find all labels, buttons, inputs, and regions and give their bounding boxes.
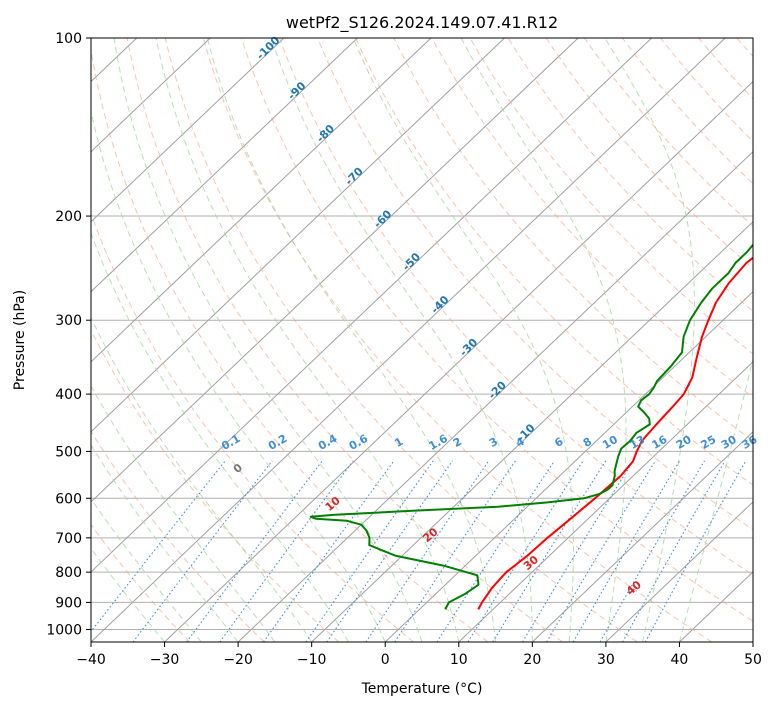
mixing-ratio-line — [622, 460, 726, 642]
series-layer — [309, 243, 753, 610]
x-tick-label: −10 — [297, 652, 327, 668]
mixing-ratio-line — [394, 460, 516, 642]
mixing-ratio-line — [599, 460, 705, 642]
dry-adiabat-line — [355, 38, 753, 486]
y-tick-label: 600 — [55, 491, 82, 507]
grid-layer — [91, 38, 753, 642]
moist-adiabat-line — [91, 384, 276, 642]
moist-adiabat-line — [206, 38, 497, 642]
dry-adiabat-line — [91, 212, 414, 642]
mixing-ratio-line — [326, 460, 454, 642]
mixing-ratio-line — [522, 460, 634, 642]
x-tick-label: −30 — [150, 652, 180, 668]
chart-title: wetPf2_S126.2024.149.07.41.R12 — [286, 13, 558, 33]
isotherm-line — [91, 38, 726, 642]
temperature-profile-line — [477, 256, 753, 610]
moist-adiabat-line — [270, 38, 533, 642]
dry-adiabat-line — [91, 523, 191, 642]
moist-adiabat-line — [91, 444, 239, 642]
isotherm-line — [605, 501, 753, 642]
y-tick-label: 700 — [55, 531, 82, 547]
isotherm-line — [91, 38, 579, 503]
y-axis: 100 200 300 400 500 600 700 800 900 1000 — [46, 31, 91, 638]
y-tick-label: 300 — [55, 313, 82, 329]
mixing-ratio-line — [305, 460, 434, 642]
dry-adiabat-line — [202, 38, 713, 642]
mixing-ratio-line — [219, 460, 354, 642]
y-axis-title: Pressure (hPa) — [12, 290, 28, 390]
mixing-ratio-line — [365, 460, 490, 642]
y-tick-label: 800 — [55, 565, 82, 581]
x-tick-label: 30 — [597, 652, 615, 668]
isotherm-line — [311, 220, 753, 642]
x-tick-label: 20 — [523, 652, 541, 668]
x-tick-label: −40 — [76, 652, 106, 668]
y-tick-label: 900 — [55, 595, 82, 611]
dry-adiabat-line — [317, 38, 753, 531]
dry-adiabat-line — [660, 38, 753, 143]
moist-adiabat-line — [460, 38, 627, 642]
mixing-ratio-line — [546, 460, 656, 642]
y-tick-label: 200 — [55, 209, 82, 225]
isotherm-line — [531, 431, 753, 642]
moist-adiabat-line — [91, 109, 386, 642]
moist-adiabat-line — [91, 547, 165, 642]
y-tick-label: 1000 — [46, 622, 82, 638]
x-tick-label: −20 — [223, 652, 253, 668]
moist-adiabat-line — [604, 38, 695, 642]
y-tick-label: 400 — [55, 387, 82, 403]
isotherm-line — [237, 150, 753, 642]
y-tick-label: 500 — [55, 444, 82, 460]
moist-adiabat-line — [155, 38, 460, 642]
isotherm-line — [384, 291, 753, 642]
moist-adiabat-line — [91, 231, 349, 642]
isotherm-line — [91, 38, 505, 433]
dry-adiabat-line — [240, 38, 753, 622]
dry-adiabat-line — [279, 38, 753, 576]
moist-adiabat-line — [91, 497, 202, 642]
x-axis: −40 −30 −20 −10 0 10 20 30 40 50 — [76, 642, 762, 668]
x-axis-title: Temperature (°C) — [361, 681, 483, 697]
x-tick-label: 40 — [671, 652, 689, 668]
isotherm-line — [91, 38, 211, 153]
x-tick-label: 50 — [744, 652, 762, 668]
x-tick-label: 0 — [381, 652, 390, 668]
isotherm-line — [91, 38, 285, 223]
dry-adiabat-line — [431, 38, 753, 398]
moist-adiabat-line — [352, 38, 574, 642]
moist-adiabat-line — [678, 356, 753, 642]
dry-adiabat-line — [583, 38, 753, 227]
isotherm-line — [91, 38, 652, 573]
mixing-ratio-line — [263, 460, 395, 642]
dry-adiabat-line — [507, 38, 753, 312]
mixing-ratio-line — [186, 460, 323, 642]
mixing-ratio-line — [572, 460, 681, 642]
dry-adiabat-line — [622, 38, 753, 185]
moist-adiabat-line — [91, 316, 313, 642]
y-tick-label: 100 — [55, 31, 82, 47]
dry-adiabat-line — [126, 38, 563, 642]
isotherm-line — [91, 38, 358, 293]
mixing-ratio-line — [644, 460, 747, 642]
moist-adiabat-line — [113, 38, 423, 642]
isotherm-line — [164, 80, 753, 642]
isotherm-line — [91, 38, 432, 363]
isotherm-line — [458, 361, 753, 642]
dewpoint-profile-line — [309, 243, 753, 610]
plot-frame — [90, 37, 754, 643]
dry-adiabat-line — [469, 38, 753, 355]
x-tick-label: 10 — [450, 652, 468, 668]
